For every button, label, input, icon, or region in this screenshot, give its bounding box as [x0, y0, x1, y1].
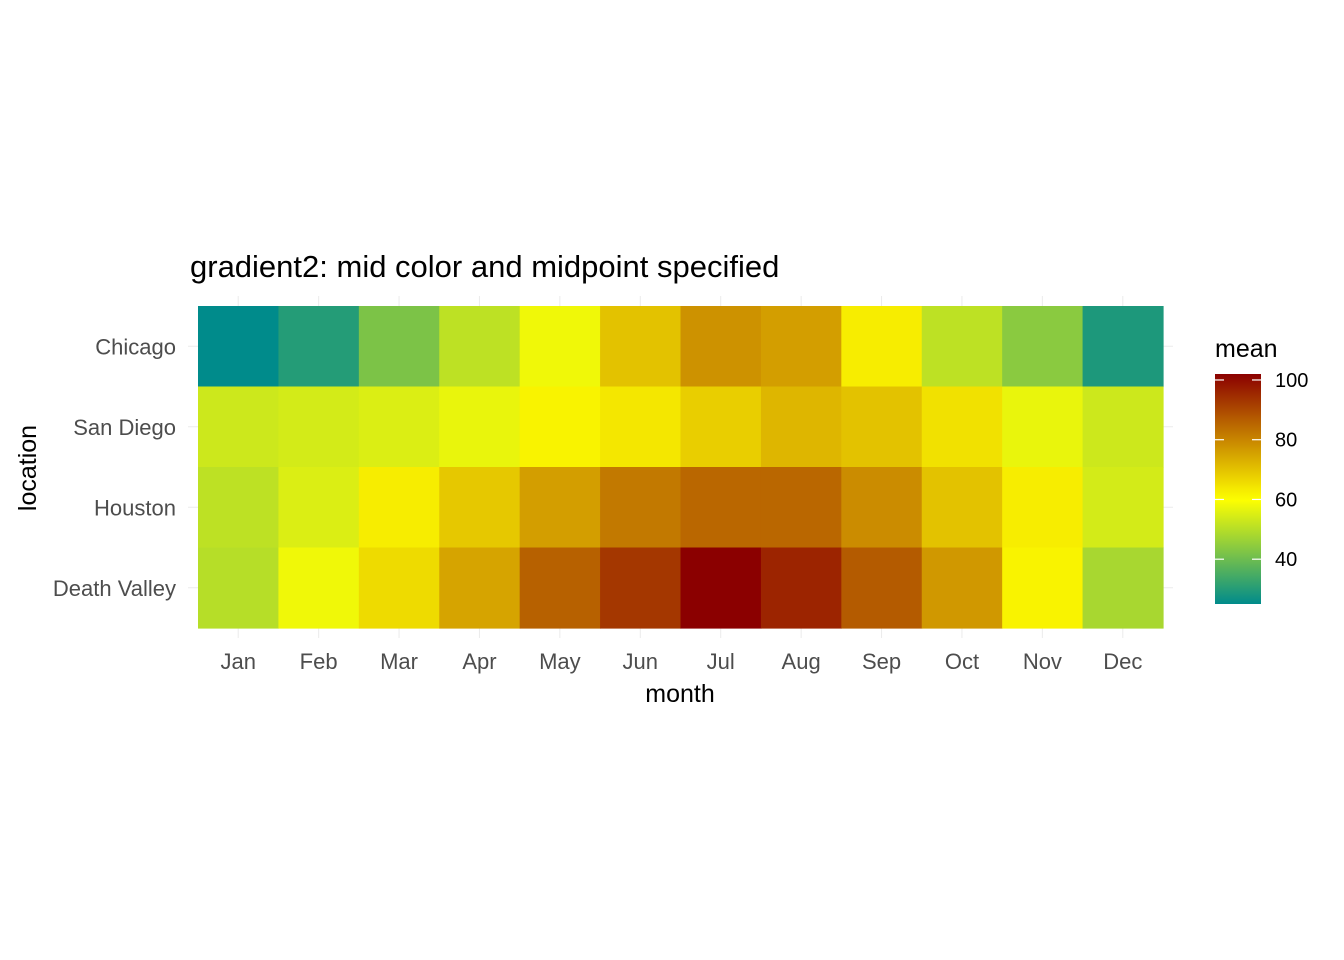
x-tick-label: Dec — [1103, 649, 1142, 674]
legend-tick-label: 80 — [1275, 430, 1297, 452]
heatmap-tile — [1082, 467, 1164, 549]
y-tick-label: Chicago — [95, 334, 176, 359]
legend-tick-label: 100 — [1275, 370, 1308, 392]
x-tick-label: Mar — [380, 649, 418, 674]
y-axis-ticks: Chicago San Diego Houston Death Valley — [53, 334, 176, 601]
x-axis-label: month — [645, 680, 714, 708]
legend-title: mean — [1215, 335, 1278, 363]
heatmap-tile — [680, 547, 762, 629]
y-tick-label: Death Valley — [53, 576, 176, 601]
x-tick-label: Jan — [220, 649, 255, 674]
heatmap-tile — [198, 306, 280, 388]
heatmap-tile — [358, 467, 440, 549]
heatmap-tile — [198, 467, 280, 549]
heatmap-tile — [760, 386, 842, 468]
heatmap-tile — [600, 467, 682, 549]
heatmap-tile — [198, 547, 280, 629]
heatmap-tile — [1082, 306, 1164, 388]
heatmap-tile — [278, 467, 360, 549]
heatmap-tile — [358, 547, 440, 629]
x-axis-ticks: Jan Feb Mar Apr May Jun Jul Aug Sep Oct Nov Dec — [220, 649, 1142, 674]
x-tick-label: Jul — [707, 649, 735, 674]
heatmap-tile — [439, 306, 521, 388]
heatmap-tile — [680, 467, 762, 549]
heatmap-tile — [358, 306, 440, 388]
heatmap-tile — [439, 467, 521, 549]
heatmap-tile — [358, 386, 440, 468]
heatmap-tile — [439, 386, 521, 468]
heatmap-tile — [600, 306, 682, 388]
heatmap-tile — [1002, 547, 1084, 629]
heatmap-tile — [841, 386, 923, 468]
heatmap-tile — [278, 547, 360, 629]
heatmap-tile — [519, 306, 601, 388]
heatmap-tile — [519, 386, 601, 468]
legend-colorbar — [1215, 374, 1261, 604]
heatmap-tile — [921, 467, 1003, 549]
x-tick-label: Feb — [300, 649, 338, 674]
heatmap-tile — [921, 547, 1003, 629]
heatmap-tile — [680, 386, 762, 468]
x-tick-label: Aug — [782, 649, 821, 674]
heatmap-tile — [439, 547, 521, 629]
chart-title: gradient2: mid color and midpoint specif… — [190, 249, 779, 284]
x-tick-label: Jun — [623, 649, 658, 674]
heatmap-tile — [519, 547, 601, 629]
heatmap-tile — [921, 306, 1003, 388]
heatmap-tile — [278, 386, 360, 468]
x-tick-label: Oct — [945, 649, 979, 674]
heatmap-tile — [1002, 306, 1084, 388]
heatmap-tile — [198, 386, 280, 468]
heatmap-tile — [841, 306, 923, 388]
heatmap-tile — [841, 547, 923, 629]
heatmap-tiles — [198, 306, 1164, 629]
legend-tick-label: 40 — [1275, 549, 1297, 571]
heatmap-tile — [1082, 547, 1164, 629]
x-tick-label: Nov — [1023, 649, 1062, 674]
heatmap-tile — [600, 386, 682, 468]
y-axis-label: location — [14, 425, 42, 511]
x-tick-label: Apr — [462, 649, 496, 674]
y-tick-label: Houston — [94, 495, 176, 520]
heatmap-tile — [921, 386, 1003, 468]
heatmap-tile — [1002, 386, 1084, 468]
heatmap-tile — [760, 306, 842, 388]
legend-tick-label: 60 — [1275, 489, 1297, 511]
heatmap-tile — [1002, 467, 1084, 549]
x-tick-label: May — [539, 649, 581, 674]
legend: mean 40 60 80 100 — [1215, 335, 1308, 604]
x-tick-label: Sep — [862, 649, 901, 674]
y-tick-label: San Diego — [73, 415, 176, 440]
heatmap-tile — [278, 306, 360, 388]
heatmap-tile — [1082, 386, 1164, 468]
legend-ticks: 40 60 80 100 — [1215, 370, 1308, 571]
heatmap-tile — [760, 467, 842, 549]
heatmap-tile — [760, 547, 842, 629]
heatmap-tile — [600, 547, 682, 629]
heatmap-tile — [841, 467, 923, 549]
heatmap-tile — [680, 306, 762, 388]
heatmap-tile — [519, 467, 601, 549]
